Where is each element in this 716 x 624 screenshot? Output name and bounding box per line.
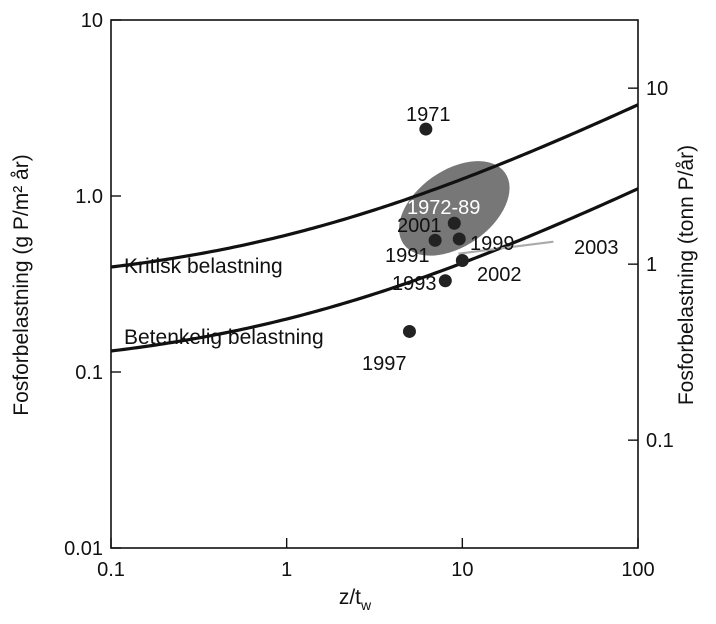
data-point-2001	[447, 216, 461, 230]
point-label-1999: 1999	[470, 233, 515, 255]
point-label-2001: 2001	[397, 215, 442, 237]
curve-label-kritisk: Kritisk belastning	[124, 255, 283, 278]
region-label-1972-89: 1972-89	[407, 197, 480, 219]
x-axis-title: z/tw	[339, 586, 372, 613]
arrow-group	[458, 240, 554, 255]
x-tick-label-10: 10	[451, 559, 473, 581]
point-label-1997: 1997	[362, 353, 407, 375]
data-point-2002	[455, 254, 469, 268]
point-label-2002: 2002	[477, 264, 522, 286]
ellipse-region-group	[399, 161, 510, 256]
left-y-axis-ticks: 0.01 0.1 1.0 10	[64, 10, 121, 560]
region-ellipse-1972-89	[399, 161, 510, 256]
point-label-2003: 2003	[574, 237, 619, 259]
left-y-tick-label-1.0: 1.0	[75, 186, 103, 208]
annotation-labels: Kritisk belastning Betenkelig belastning…	[124, 104, 619, 375]
data-point-1997	[402, 324, 416, 338]
left-y-axis-title: Fosforbelastning (g P/m² år)	[10, 154, 33, 415]
right-y-axis-title: Fosforbelastning (tonn P/år)	[675, 145, 698, 405]
x-tick-label-1: 1	[281, 559, 292, 581]
left-y-tick-label-0.01: 0.01	[64, 538, 103, 560]
right-y-tick-label-10: 10	[646, 78, 668, 100]
curves-group	[110, 103, 639, 353]
data-point-1991	[428, 233, 442, 247]
plot-border	[110, 19, 639, 549]
x-tick-label-0.1: 0.1	[97, 559, 125, 581]
right-y-tick-label-0.1: 0.1	[646, 430, 674, 452]
right-y-axis-ticks: 0.1 1 10	[628, 78, 674, 452]
curve-kritisk	[110, 103, 639, 269]
points-group	[402, 122, 469, 338]
point-label-1993: 1993	[392, 273, 437, 295]
data-point-1999	[452, 232, 466, 246]
left-y-tick-label-10: 10	[81, 10, 103, 32]
arrow-line-2003	[458, 240, 554, 255]
x-axis-ticks: 0.1 1 10 100	[97, 538, 655, 581]
point-label-1971: 1971	[406, 104, 451, 126]
x-axis-title-main: z/t	[339, 586, 361, 609]
right-y-tick-label-1: 1	[646, 254, 657, 276]
curve-label-betenkelig: Betenkelig belastning	[124, 326, 324, 349]
data-point-1993	[438, 274, 452, 288]
left-y-tick-label-0.1: 0.1	[75, 362, 103, 384]
x-axis-title-sub: w	[360, 597, 372, 613]
x-tick-label-100: 100	[621, 559, 654, 581]
axis-titles: z/tw Fosforbelastning (g P/m² år) Fosfor…	[10, 145, 698, 613]
data-point-1971	[419, 122, 433, 136]
curve-betenkelig	[110, 187, 639, 353]
plot-frame	[110, 19, 639, 549]
point-label-1991: 1991	[385, 245, 430, 267]
